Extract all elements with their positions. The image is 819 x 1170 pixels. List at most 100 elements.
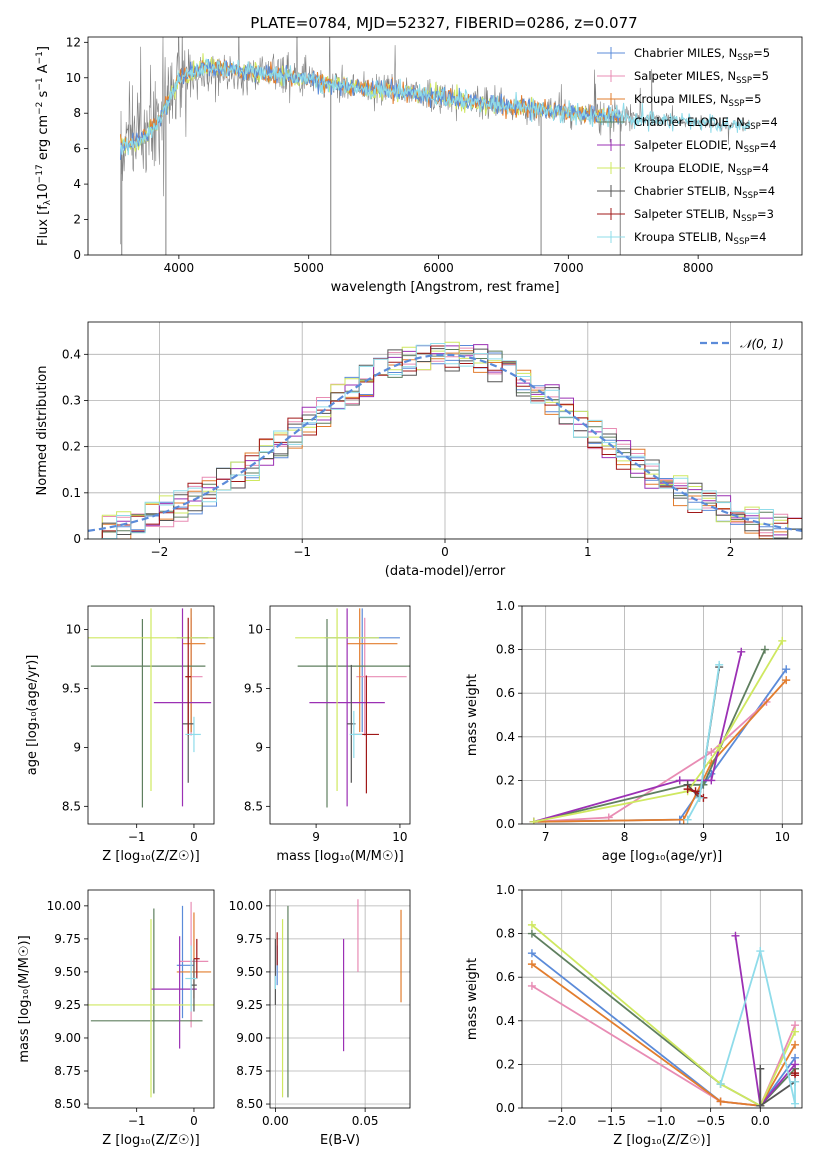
series-kroupa-stelib xyxy=(683,660,724,824)
data-point xyxy=(760,645,769,654)
x-tick-label: 8 xyxy=(621,830,629,844)
series-chabrier-miles xyxy=(527,949,800,1108)
x-tick-label: 5000 xyxy=(293,261,324,275)
legend-sub: SSP xyxy=(736,168,752,178)
data-point xyxy=(737,647,746,656)
data-point xyxy=(691,787,700,796)
errorbar-kroupa-elodie xyxy=(295,608,379,792)
panel-mass-vs-Z: −1 0 8.50 8.75 9.00 9.25 9.50 9.75 10.00 Z [log₁₀… xyxy=(17,889,215,1148)
series-kroupa-miles xyxy=(527,960,800,1108)
panel-massweight-vs-Z: −2.0 −1.5 −1.0 −0.5 0.0 0.0 0.2 0.4 0.6 0.8 1.0 Z [… xyxy=(465,883,803,1148)
errorbar-salpeter-elodie xyxy=(309,608,385,807)
y-label-part: −1 xyxy=(35,51,45,64)
data-point xyxy=(756,947,765,956)
x-tick-label: 6000 xyxy=(423,261,454,275)
legend-name: Salpeter STELIB, N xyxy=(634,207,741,221)
data-point xyxy=(716,1080,725,1089)
y-label-part: −2 xyxy=(35,102,45,115)
axes-frame xyxy=(87,605,215,825)
y-label-part: A xyxy=(36,64,51,77)
y-tick-label: 0 xyxy=(73,248,81,262)
errorbar-kroupa-stelib xyxy=(349,710,363,759)
panel-massweight-vs-age: 7 8 9 10 0.0 0.2 0.4 0.6 0.8 1.0 age [log₁₀(age/yr… xyxy=(465,599,803,864)
errorbar-chabrier-elodie xyxy=(90,618,206,808)
data-point xyxy=(791,1060,800,1069)
legend-sub: SSP xyxy=(745,122,761,132)
y-axis-label: mass weight xyxy=(465,958,480,1040)
x-tick-label: 0.00 xyxy=(262,1114,289,1128)
y-tick-label: 9.50 xyxy=(54,965,81,979)
legend-sub: SSP xyxy=(734,237,750,247)
y-label-part: ] xyxy=(36,46,51,51)
legend-name: Chabrier MILES, N xyxy=(634,46,737,60)
y-label-part: s xyxy=(36,90,51,101)
x-axis-label: Z [log₁₀(Z/Z☉)] xyxy=(102,1133,199,1148)
errorbar-salpeter-stelib xyxy=(193,938,200,979)
x-tick-label: −1 xyxy=(293,545,311,559)
legend-entry: Kroupa ELODIE, NSSP=4 xyxy=(634,161,769,178)
data-point xyxy=(707,776,716,785)
y-axis-label: mass [log₁₀(M/M☉)] xyxy=(17,935,32,1062)
y-label-part: 10 xyxy=(36,183,51,200)
axes-frame xyxy=(87,36,803,256)
y-tick-label: 0.1 xyxy=(62,486,81,500)
gaussian-curve xyxy=(88,353,802,532)
series-kroupa-stelib xyxy=(716,947,800,1108)
plot-area xyxy=(270,890,410,1108)
data-point xyxy=(527,960,536,969)
legend-sub: SSP xyxy=(736,76,752,86)
errorbar-kroupa-miles xyxy=(182,608,206,733)
x-tick-label: −0.5 xyxy=(696,1114,725,1128)
x-tick-label: 9 xyxy=(312,830,320,844)
errorbar-chabrier-elodie xyxy=(90,908,203,1094)
y-tick-label: 0.4 xyxy=(496,730,515,744)
y-tick-label: 8.50 xyxy=(54,1097,81,1111)
y-tick-label: 9.00 xyxy=(54,1031,81,1045)
series-line xyxy=(533,668,787,823)
data-point xyxy=(707,748,716,757)
series-line xyxy=(531,924,796,1108)
x-tick-label: −1 xyxy=(128,830,146,844)
legend-count: =4 xyxy=(760,138,777,152)
y-tick-label: 0 xyxy=(73,532,81,546)
series-line xyxy=(531,963,796,1107)
data-point xyxy=(716,1097,725,1106)
y-tick-label: 9.75 xyxy=(236,932,263,946)
legend-entry: Kroupa MILES, NSSP=5 xyxy=(634,92,761,109)
data-point xyxy=(791,1099,800,1108)
legend-name: Kroupa MILES, N xyxy=(634,92,729,106)
errorbar-chabrier-miles xyxy=(324,608,400,733)
y-tick-label: 4 xyxy=(73,177,81,191)
model-spectrum xyxy=(120,58,751,156)
legend-entry: Salpeter STELIB, NSSP=3 xyxy=(634,207,774,224)
legend-entry: Kroupa STELIB, NSSP=4 xyxy=(634,230,766,247)
y-tick-label: 9.00 xyxy=(236,1031,263,1045)
y-tick-label: 8.5 xyxy=(62,799,81,813)
data-point xyxy=(731,931,740,940)
x-tick-label: 1 xyxy=(584,545,592,559)
errorbar-salpeter-miles xyxy=(356,617,407,736)
plot-area xyxy=(88,322,802,539)
data-point xyxy=(791,1077,800,1086)
y-tick-label: 10 xyxy=(248,623,263,637)
x-tick-label: −1.0 xyxy=(646,1114,675,1128)
errorbar-chabrier-stelib xyxy=(191,958,197,1012)
y-tick-label: 9.5 xyxy=(62,681,81,695)
panel-age-vs-Z: −1 0 8.5 9 9.5 10 Z [log₁₀(Z/Z☉)] age [log₁₀(ag… xyxy=(25,605,215,864)
x-tick-label: 7 xyxy=(542,830,550,844)
legend-sub: SSP xyxy=(737,53,753,63)
errorbar-kroupa-elodie xyxy=(88,608,214,792)
series-line xyxy=(531,985,796,1107)
y-tick-label: 9 xyxy=(255,740,263,754)
legend-count: =4 xyxy=(758,184,775,198)
series-line xyxy=(531,952,796,1107)
axes-frame xyxy=(269,605,411,825)
panel-residuals: −2 −1 0 1 2 0 0.1 0.2 0.3 0.4 (data-model)/error No… xyxy=(35,321,803,579)
legend-sub: SSP xyxy=(741,214,757,224)
legend-entry: Chabrier ELODIE, NSSP=4 xyxy=(634,115,778,132)
x-tick-label: 2 xyxy=(727,545,735,559)
data-point xyxy=(527,981,536,990)
y-axis-label: Normed distribution xyxy=(35,366,50,496)
data-point xyxy=(756,1101,765,1108)
legend-count: =4 xyxy=(761,115,778,129)
